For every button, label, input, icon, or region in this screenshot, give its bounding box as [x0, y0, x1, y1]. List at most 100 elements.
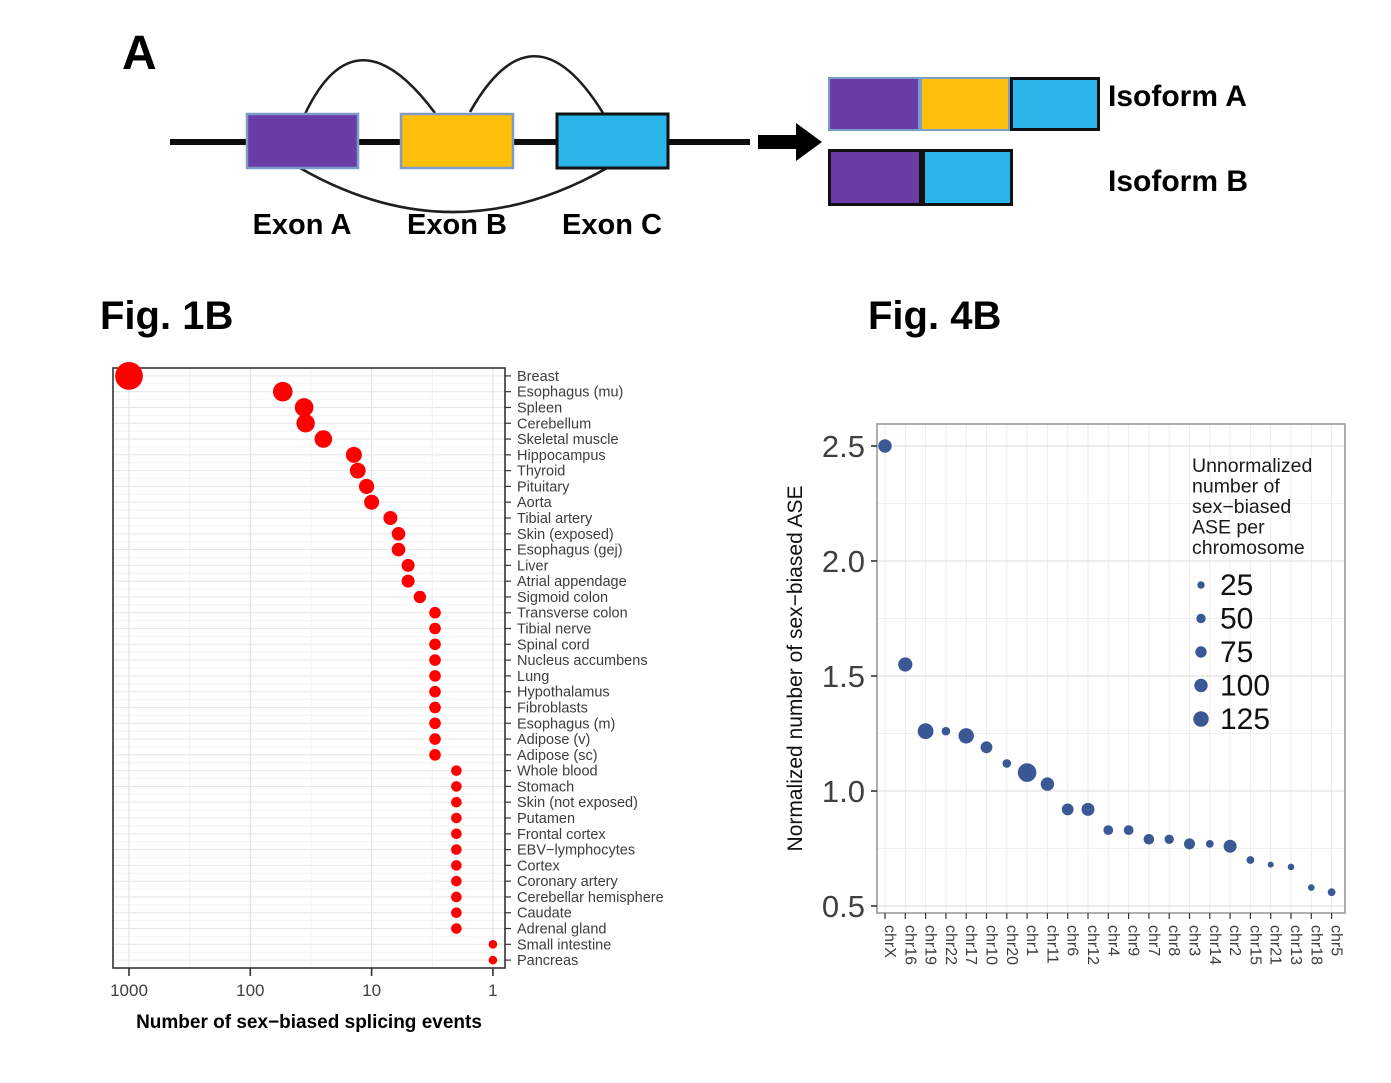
category-label: Cerebellar hemisphere [517, 890, 664, 906]
category-label: Stomach [517, 779, 574, 795]
data-point [451, 860, 462, 871]
x-tick-label: chr21 [1267, 925, 1284, 965]
data-point [1184, 838, 1195, 850]
legend-size-dot [1194, 678, 1208, 693]
data-point [878, 439, 892, 453]
panel-a-label: A [122, 27, 157, 80]
data-point [314, 430, 333, 448]
category-label: Putamen [517, 811, 575, 827]
legend-size-label: 50 [1220, 603, 1253, 636]
category-label: Liver [517, 558, 549, 574]
exon-b-box [399, 112, 515, 170]
data-point [401, 574, 415, 588]
category-label: Fibroblasts [517, 700, 588, 716]
data-point [383, 511, 398, 525]
right-arrow-icon [758, 123, 822, 161]
category-label: Whole blood [517, 764, 598, 780]
data-point [413, 590, 427, 604]
legend-size-dot [1197, 581, 1205, 589]
data-point [401, 558, 415, 572]
x-tick-label: chr22 [942, 925, 959, 965]
category-label: Transverse colon [517, 606, 628, 622]
isoform-b-label: Isoform B [1108, 165, 1249, 198]
category-label: Cortex [517, 858, 560, 874]
panel-border [876, 423, 1346, 914]
data-point [345, 446, 362, 463]
category-label: Esophagus (gej) [517, 543, 623, 559]
x-tick-label: 1000 [110, 981, 148, 1000]
data-point [1223, 839, 1237, 853]
isoform-a-exon-c-segment [1010, 77, 1100, 131]
category-label: Cerebellum [517, 416, 591, 432]
x-tick-label: chr16 [901, 925, 918, 965]
category-label: Sigmoid colon [517, 590, 608, 606]
legend-size-dot [1193, 711, 1209, 727]
data-point [451, 844, 462, 855]
category-label: Frontal cortex [517, 827, 606, 843]
category-label: Nucleus accumbens [517, 653, 648, 669]
x-tick-label: chrX [881, 925, 898, 958]
legend-size-dot [1195, 646, 1207, 658]
exon-a-box [245, 112, 360, 170]
data-point [429, 717, 441, 730]
category-label: Tibial artery [517, 511, 593, 527]
legend-title-line: Unnormalized [1192, 455, 1312, 477]
data-point [429, 654, 441, 666]
category-label: Esophagus (mu) [517, 385, 623, 401]
data-point [1017, 763, 1037, 782]
data-point [429, 733, 441, 745]
category-label: Lung [517, 669, 549, 685]
x-tick-label: chr10 [983, 925, 1000, 965]
data-point [451, 765, 462, 776]
category-label: Tibial nerve [517, 622, 591, 638]
legend-title-line: sex−biased [1192, 496, 1291, 518]
splice-arc-skip [299, 166, 608, 214]
data-point [429, 622, 441, 635]
data-point [429, 749, 441, 761]
x-tick-label: 1 [488, 981, 497, 1000]
category-label: EBV−lymphocytes [517, 843, 635, 859]
exon-a-label: Exon A [252, 209, 352, 241]
legend-size-label: 75 [1220, 636, 1253, 669]
data-point [272, 381, 293, 402]
data-point [451, 796, 462, 808]
category-label: Atrial appendage [517, 574, 627, 590]
data-point [429, 685, 441, 698]
x-tick-label: chr6 [1064, 925, 1081, 956]
data-point [1267, 861, 1274, 868]
data-point [1287, 863, 1295, 871]
data-point [1327, 888, 1336, 897]
x-tick-label: chr9 [1125, 925, 1142, 956]
x-tick-label: chr8 [1165, 925, 1182, 956]
category-label: Spleen [517, 400, 562, 416]
category-label: Esophagus (m) [517, 716, 615, 732]
category-label: Aorta [517, 495, 553, 511]
x-tick-label: chr3 [1186, 925, 1203, 956]
category-label: Breast [517, 369, 559, 385]
isoform-a-bar [828, 77, 1100, 131]
data-point [1246, 856, 1255, 864]
data-point [917, 723, 934, 740]
isoform-a-label: Isoform A [1108, 80, 1247, 113]
x-tick-label: chr19 [922, 925, 939, 965]
category-label: Adrenal gland [517, 922, 607, 938]
x-tick-label: chr4 [1104, 925, 1121, 956]
x-axis-title: Number of sex−biased splicing events [136, 1012, 482, 1033]
legend-title-line: ASE per [1192, 517, 1265, 539]
isoform-b-exon-a-segment [828, 149, 922, 206]
x-tick-label: chr11 [1043, 925, 1060, 964]
x-tick-label: chr7 [1145, 925, 1162, 956]
x-tick-label: chr2 [1226, 925, 1243, 956]
legend-size-dot [1196, 613, 1206, 624]
y-tick-label: 1.0 [822, 774, 865, 809]
data-point [451, 828, 462, 840]
y-tick-label: 2.5 [822, 429, 865, 464]
legend-title-line: chromosome [1192, 537, 1305, 559]
category-label: Adipose (v) [517, 732, 590, 748]
x-tick-label: chr13 [1287, 925, 1304, 965]
category-label: Skin (exposed) [517, 527, 614, 543]
data-point [1002, 759, 1012, 768]
